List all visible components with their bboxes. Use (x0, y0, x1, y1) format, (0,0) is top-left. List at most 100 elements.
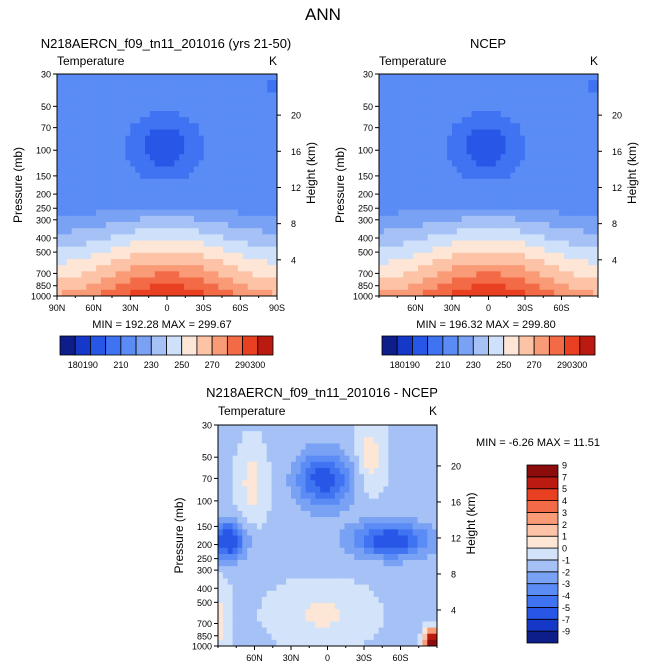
panel-model-cell (169, 283, 175, 291)
panel-diff-cell (232, 517, 238, 524)
panel-model-cell (154, 240, 161, 248)
panel-diff-cell (271, 560, 277, 567)
panel-model-cell (115, 246, 122, 254)
panel-obs-cell (476, 111, 482, 118)
panel-obs-cell (525, 197, 531, 204)
panel-model-cell (110, 92, 117, 100)
panel-model-cell (272, 265, 278, 272)
panel-obs-cell (510, 215, 516, 223)
panel-model-cell (237, 111, 244, 118)
panel-obs-cell (388, 289, 395, 297)
panel-obs-cell (573, 117, 580, 124)
panel-model-cell (159, 178, 166, 186)
panel-model-cell (233, 148, 239, 155)
panel-obs-cell (456, 197, 463, 204)
panel-model-cell (193, 98, 200, 106)
panel-diff-cell (218, 615, 224, 622)
panel-model-cell (145, 228, 151, 235)
panel-model-cell (193, 240, 200, 248)
panel-diff-cell (344, 566, 350, 573)
panel-obs-cell (413, 104, 419, 112)
panel-diff-cell (359, 431, 365, 438)
panel-diff-cell (359, 535, 365, 543)
panel-model-cell (179, 92, 185, 100)
panel-diff-cell (359, 504, 365, 512)
panel-obs-cell (559, 166, 565, 174)
panel-model-colorbar-label: 180 (68, 360, 83, 370)
panel-obs-cell (573, 92, 580, 100)
panel-obs-cell (505, 74, 511, 81)
panel-model-cell (101, 289, 107, 297)
panel-model-cell (91, 154, 97, 161)
panel-obs-cell (563, 271, 570, 278)
panel-model-cell (145, 123, 151, 130)
panel-diff-cell (261, 523, 268, 530)
panel-diff-cell (286, 560, 292, 567)
panel-obs-colorbar-label: 230 (466, 360, 481, 370)
panel-obs-cell (456, 111, 463, 118)
panel-obs-cell (568, 209, 575, 217)
panel-diff-cell (373, 560, 380, 567)
panel-obs-cell (534, 141, 541, 149)
panel-obs-cell (554, 92, 560, 100)
panel-obs-cell (466, 135, 472, 143)
panel-model-cell (164, 117, 170, 124)
panel-model-cell (267, 117, 273, 124)
panel-model-cell (140, 289, 146, 297)
panel-model-cell (149, 277, 156, 285)
panel-obs-cell (481, 148, 487, 155)
panel-diff-cell (427, 486, 433, 494)
panel-model-cell (149, 160, 156, 167)
panel-diff-cell (398, 572, 404, 579)
panel-diff-cell (281, 535, 287, 543)
panel-obs-cell (554, 160, 560, 167)
panel-model-cell (203, 160, 210, 167)
panel-model-pressure-label: 30 (41, 70, 51, 80)
panel-diff-cell (373, 615, 380, 622)
panel-model-cell (164, 283, 170, 291)
panel-obs-cell (583, 209, 589, 217)
panel-obs-cell (393, 222, 399, 229)
panel-obs-cell (525, 265, 531, 272)
panel-model-cell (203, 277, 210, 285)
panel-diff-cell (261, 492, 268, 500)
panel-model-cell (154, 117, 161, 124)
panel-obs-cell (510, 283, 516, 291)
panel-obs-cell (481, 104, 487, 112)
panel-obs-cell (471, 265, 477, 272)
panel-model-cell (272, 135, 278, 143)
panel-diff-cell (232, 553, 238, 561)
panel-obs-cell (437, 135, 443, 143)
panel-model-cell (237, 98, 244, 106)
panel-model-cell (130, 141, 136, 149)
panel-obs-cell (495, 104, 502, 112)
panel-diff-cell (422, 467, 428, 475)
panel-obs-cell (403, 178, 409, 186)
panel-obs-cell (544, 160, 550, 167)
panel-model-cell (179, 148, 185, 155)
panel-obs-cell (559, 98, 565, 106)
panel-diff-cell (276, 461, 282, 469)
panel-obs-cell (417, 271, 424, 278)
panel-obs-cell (500, 178, 507, 186)
panel-obs-cell (486, 240, 492, 248)
panel-model-cell (57, 277, 63, 285)
panel-obs-cell (383, 129, 390, 137)
panel-obs-cell (447, 209, 453, 217)
panel-model-cell (193, 166, 200, 174)
panel-diff-cell (373, 529, 380, 536)
panel-obs-cell (573, 154, 580, 161)
panel-diff-cell (339, 425, 346, 432)
panel-diff-cell (364, 523, 370, 530)
panel-diff-cell (388, 443, 394, 451)
panel-diff-cell (227, 578, 234, 586)
panel-model-cell (203, 74, 210, 81)
panel-diff-cell (432, 510, 438, 518)
panel-obs-cell (413, 86, 419, 93)
panel-obs-cell (525, 148, 531, 155)
panel-model-cell (179, 222, 185, 229)
panel-diff-cell (295, 529, 302, 536)
panel-model-cell (91, 259, 97, 266)
panel-model-cell (267, 123, 273, 130)
panel-model-cell (61, 74, 68, 81)
